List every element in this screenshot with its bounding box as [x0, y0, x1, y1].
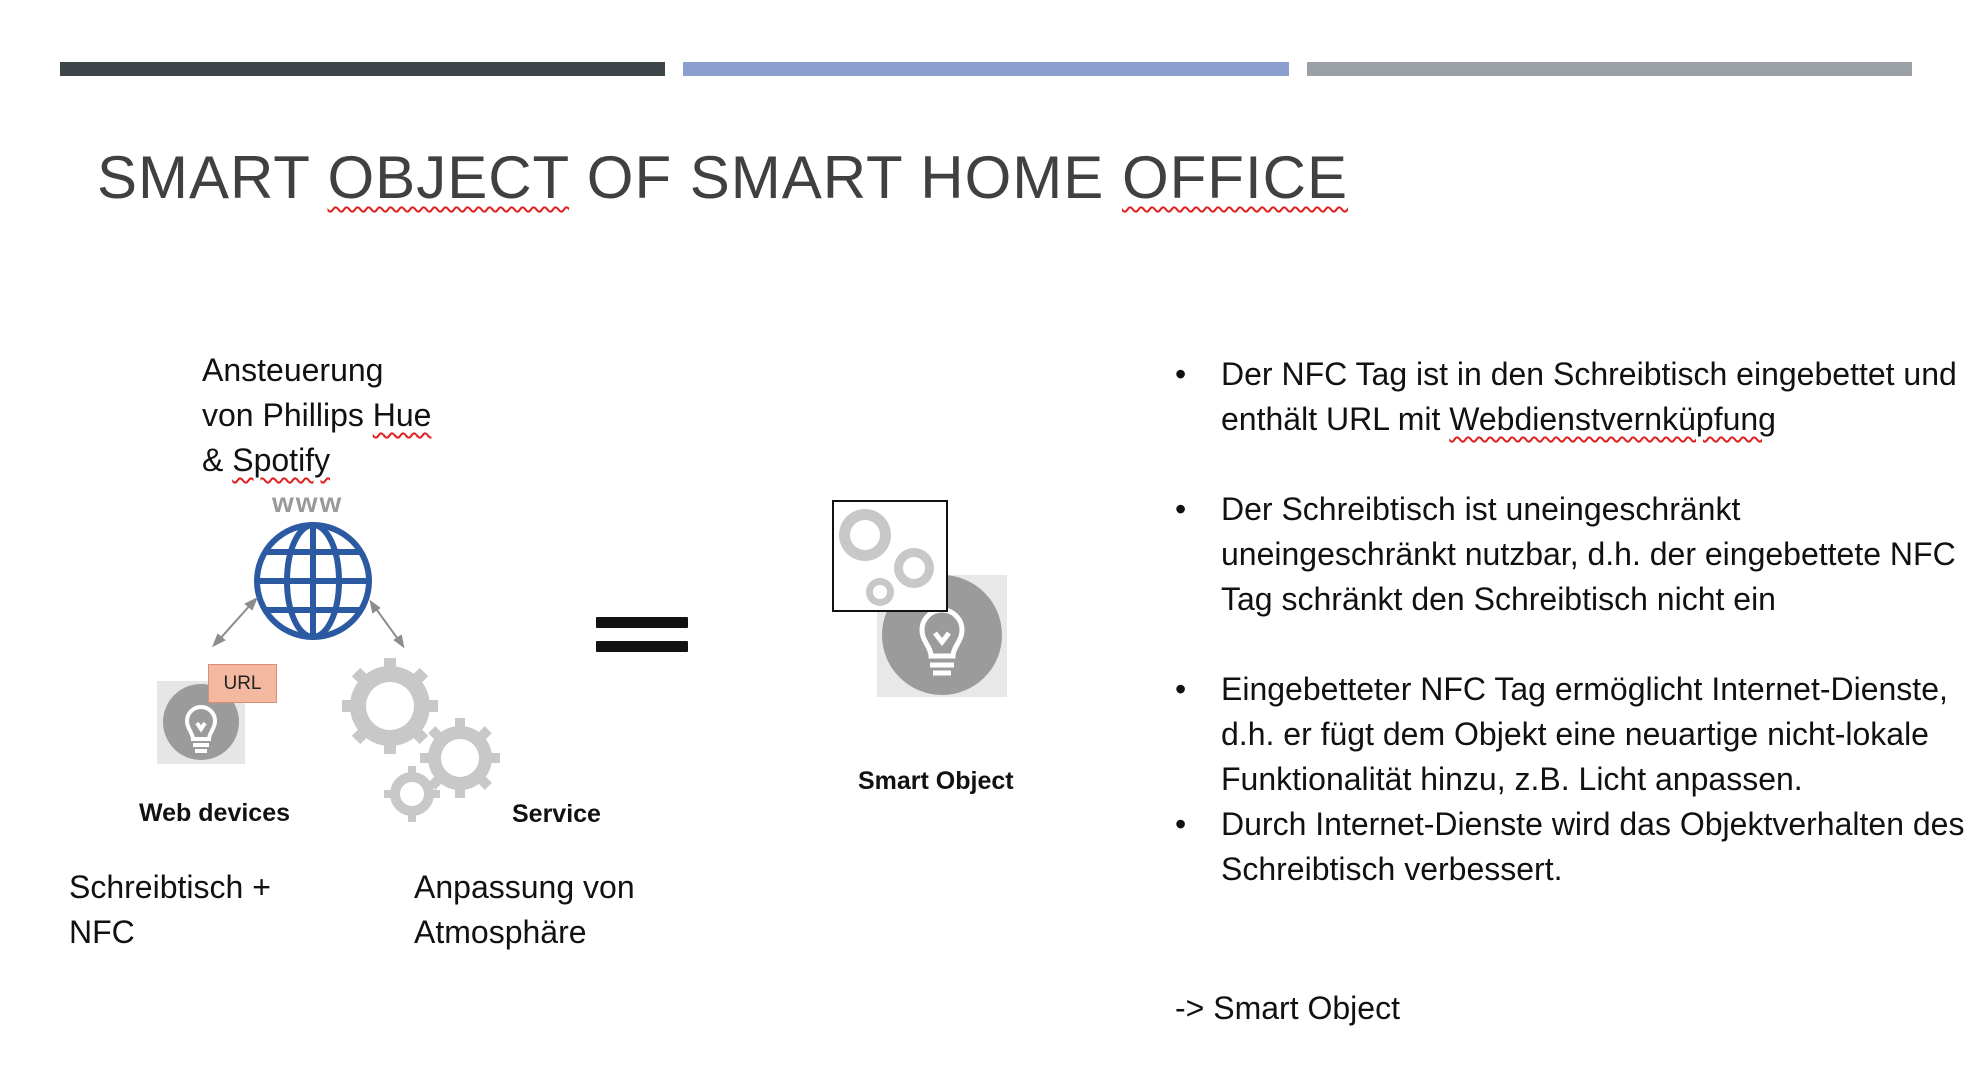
- smart-object-icon: [832, 500, 1007, 697]
- bullet-item: • Der Schreibtisch ist uneingeschränkt u…: [1175, 487, 1965, 622]
- atmosphere-label: Anpassung von Atmosphäre: [414, 869, 635, 950]
- top-bar-3: [1307, 62, 1912, 76]
- bullet-dot: •: [1175, 491, 1187, 527]
- bullet-item: • Der NFC Tag ist in den Schreibtisch ei…: [1175, 352, 1965, 442]
- bullet-item: • Durch Internet-Dienste wird das Objekt…: [1175, 802, 1965, 892]
- service-label: Service: [512, 800, 601, 828]
- control-label: Ansteuerung von Phillips Hue & Spotify: [202, 352, 432, 478]
- bullet-item: • Eingebetteter NFC Tag ermöglicht Inter…: [1175, 667, 1965, 802]
- globe-icon: [254, 522, 372, 640]
- url-tag: URL: [208, 664, 277, 703]
- gears-icon: [342, 658, 500, 822]
- bullet-dot: •: [1175, 356, 1187, 392]
- equals-sign: [596, 617, 688, 665]
- top-bar-2: [683, 62, 1289, 76]
- desk-nfc-label: Schreibtisch + NFC: [69, 869, 271, 950]
- arrow-globe-to-device: [212, 596, 258, 648]
- bullet-list: • Der NFC Tag ist in den Schreibtisch ei…: [1175, 352, 1965, 892]
- bullet-dot: •: [1175, 671, 1187, 707]
- bullet-dot: •: [1175, 806, 1187, 842]
- top-bar-1: [60, 62, 665, 76]
- smart-object-label: Smart Object: [858, 767, 1014, 795]
- slide-title: SMART OBJECT OF SMART HOME OFFICE: [97, 144, 1348, 211]
- web-devices-label: Web devices: [139, 799, 291, 827]
- conclusion-text: -> Smart Object: [1175, 990, 1400, 1026]
- www-label: www: [272, 487, 344, 518]
- arrow-globe-to-service: [369, 599, 405, 649]
